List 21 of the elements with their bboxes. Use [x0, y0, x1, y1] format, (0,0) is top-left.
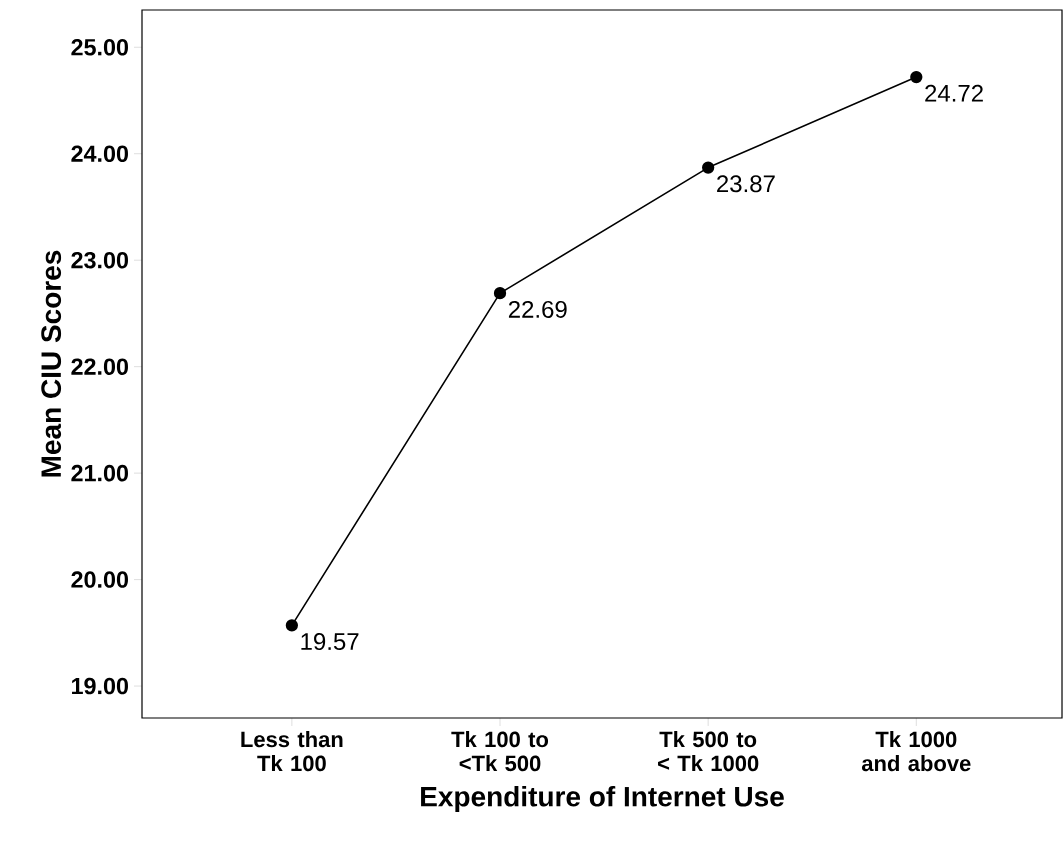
x-axis-title: Expenditure of Internet Use: [421, 786, 784, 813]
data-label: 22.69: [508, 300, 567, 318]
y-tick-label: 24.00: [71, 145, 128, 162]
y-tick-label: 25.00: [71, 39, 128, 56]
point: [493, 287, 507, 300]
point: [285, 619, 298, 632]
y-axis-title: Mean CIU Scores: [41, 250, 62, 477]
y-tick-label: 19.00: [72, 677, 128, 695]
x-tick-label: Tk 500 to < Tk 1000: [658, 731, 759, 772]
x-tick-label: Tk 1000 and above: [861, 731, 971, 772]
x-tick-label: Less than Tk 100: [241, 731, 343, 772]
point: [910, 70, 923, 84]
data-label: 24.72: [925, 84, 983, 102]
data-label: 19.57: [301, 633, 359, 651]
data-label: 23.87: [717, 175, 775, 193]
y-tick-label: 23.00: [71, 251, 128, 269]
point: [702, 161, 715, 174]
x-tick-label: Tk 100 to <Tk 500: [451, 731, 549, 772]
y-tick-label: 22.00: [71, 358, 128, 375]
y-tick-label: 20.00: [71, 571, 128, 588]
y-tick-label: 21.00: [71, 464, 128, 482]
